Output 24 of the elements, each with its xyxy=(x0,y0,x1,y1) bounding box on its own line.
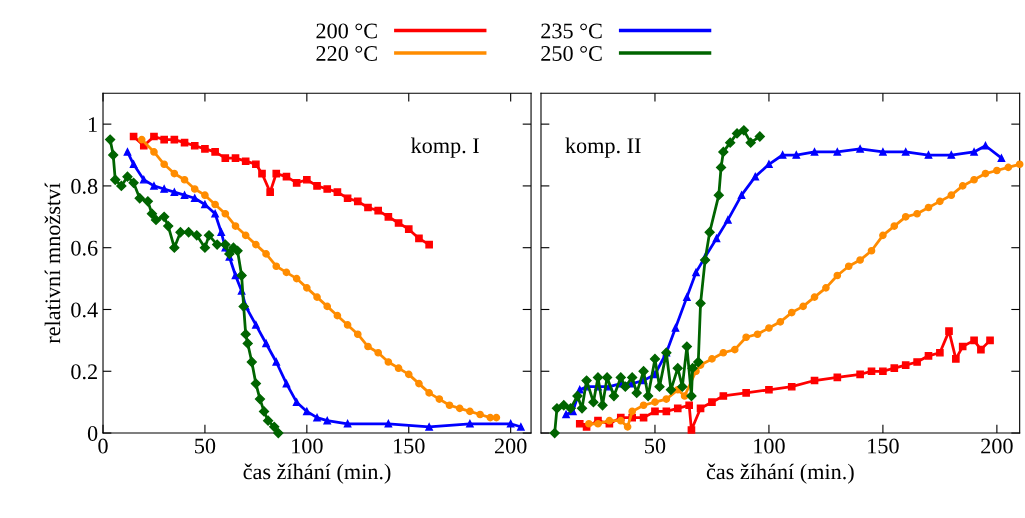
x-axis-title: čas žíhání (min.) xyxy=(243,463,391,484)
x-axis-title: čas žíhání (min.) xyxy=(706,463,854,484)
y-tick-label: 0.6 xyxy=(71,240,98,256)
x-tick-label: 0 xyxy=(98,438,108,454)
x-tick-label: 50 xyxy=(645,438,666,454)
y-axis-title: relativní množství xyxy=(44,182,61,344)
y-tick-label: 0.2 xyxy=(71,364,97,380)
x-tick-label: 150 xyxy=(394,438,425,454)
x-tick-label: 100 xyxy=(754,438,785,454)
y-tick-label: 0 xyxy=(87,425,98,441)
legend-label: 220 °C xyxy=(316,45,377,61)
x-tick-label: 150 xyxy=(868,438,899,454)
y-tick-label: 1 xyxy=(89,117,97,132)
annotation: komp. II xyxy=(565,137,641,158)
x-tick-label: 200 xyxy=(981,438,1013,454)
x-tick-label: 100 xyxy=(292,438,323,454)
x-tick-label: 200 xyxy=(494,438,527,454)
legend-label: 200 °C xyxy=(316,23,377,39)
y-tick-label: 0.8 xyxy=(71,178,98,194)
y-tick-label: 0.4 xyxy=(71,302,98,318)
legend-label: 235 °C xyxy=(541,23,602,39)
annotation: komp. I xyxy=(410,137,479,158)
x-tick-label: 50 xyxy=(195,438,216,454)
legend-label: 250 °C xyxy=(541,45,602,61)
